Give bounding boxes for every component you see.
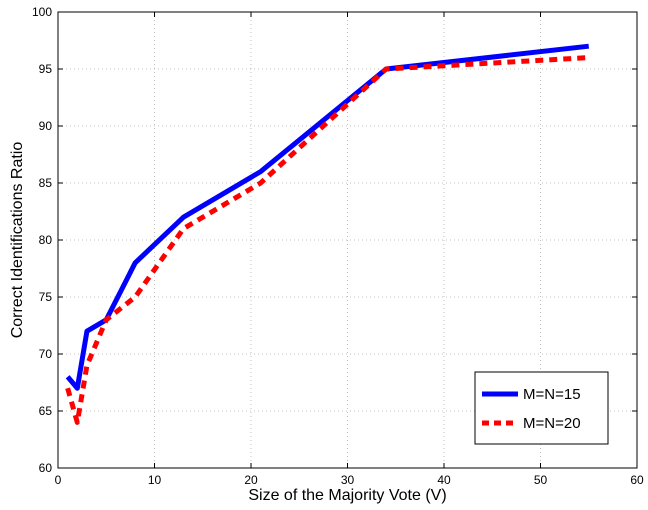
y-tick-label: 75 (39, 290, 53, 304)
series-layer (65, 43, 590, 425)
y-tick-label: 80 (39, 233, 53, 247)
y-tick-label: 90 (39, 119, 53, 133)
legend-label-m-n-15: M=N=15 (523, 386, 581, 403)
y-tick-label: 70 (39, 347, 53, 361)
x-tick-label: 50 (534, 473, 548, 487)
grid (58, 12, 637, 468)
y-tick-label: 60 (39, 461, 53, 475)
legend-label-m-n-20: M=N=20 (523, 415, 581, 432)
x-axis-label: Size of the Majority Vote (V) (248, 487, 446, 504)
axis-ticks: 0 10 20 30 40 50 60 60 65 70 75 80 85 90 95 100 (32, 5, 644, 487)
y-tick-label: 95 (39, 62, 53, 76)
x-tick-label: 0 (55, 473, 62, 487)
legend-box (474, 371, 609, 445)
y-axis-label: Correct Identifications Ratio (9, 142, 26, 339)
y-tick-label: 65 (39, 404, 53, 418)
x-tick-label: 30 (341, 473, 355, 487)
x-tick-label: 60 (630, 473, 644, 487)
series-line-m-n-15 (65, 43, 590, 391)
legend: M=N=15 M=N=20 (474, 371, 609, 445)
x-tick-label: 40 (437, 473, 451, 487)
x-tick-label: 10 (148, 473, 162, 487)
series-line-m-n-20 (65, 55, 589, 425)
y-tick-label: 85 (39, 176, 53, 190)
y-tick-label: 100 (32, 5, 52, 19)
x-tick-label: 20 (244, 473, 258, 487)
